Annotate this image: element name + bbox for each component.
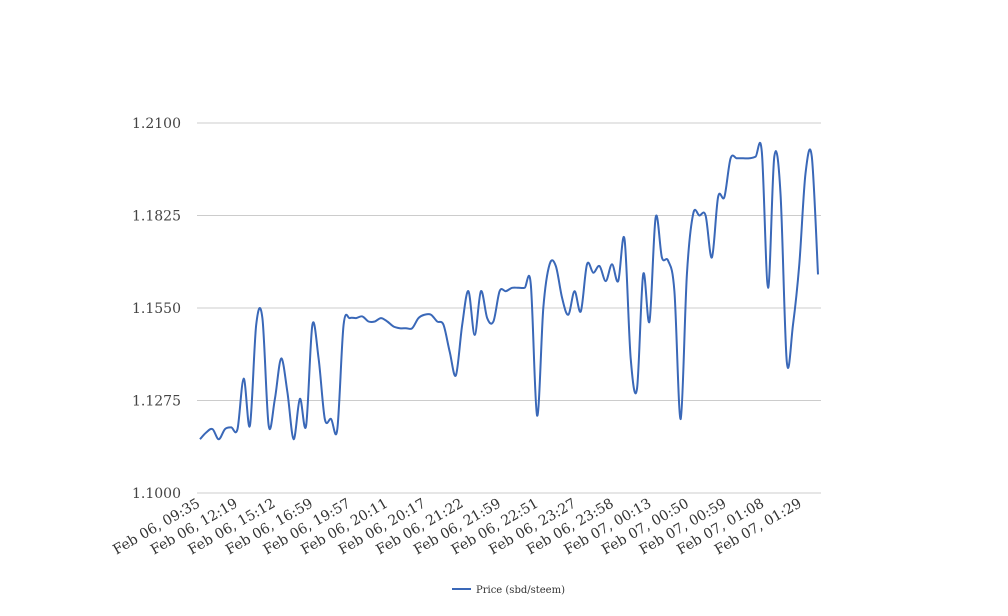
y-tick-label: 1.1550: [132, 301, 181, 317]
y-axis-ticks: 1.1000 1.1275 1.1550 1.1825 1.2100: [132, 116, 181, 502]
series-line-0[interactable]: [199, 141, 819, 441]
legend[interactable]: Price (sbd/steem): [452, 585, 565, 596]
legend-label: Price (sbd/steem): [476, 585, 565, 596]
y-tick-label: 1.1275: [132, 394, 181, 410]
series-layer: [199, 141, 819, 441]
y-tick-label: 1.1825: [132, 209, 181, 225]
y-tick-label: 1.1000: [132, 486, 181, 502]
y-tick-label: 1.2100: [132, 116, 181, 132]
